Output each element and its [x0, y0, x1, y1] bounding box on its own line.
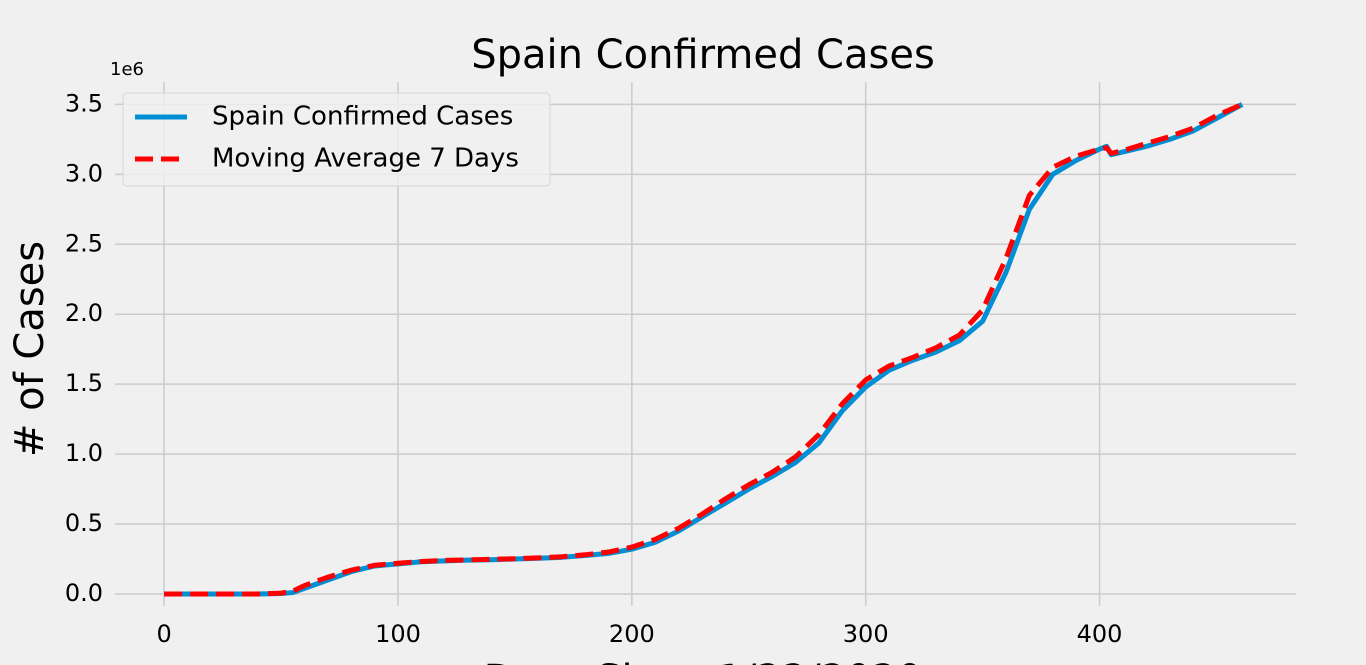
legend: Spain Confirmed Cases Moving Average 7 Da…	[122, 92, 551, 187]
y-tick-label: 0.5	[65, 509, 103, 537]
x-axis-label: Days Since 1/22/2020	[484, 657, 923, 665]
y-tick-label: 2.0	[65, 299, 103, 327]
x-tick-label: 400	[1077, 620, 1123, 648]
chart-title: Spain Confirmed Cases	[471, 32, 935, 78]
x-tick-label: 0	[156, 620, 171, 648]
y-tick-label: 3.0	[65, 159, 103, 187]
y-axis-label: # of Cases	[7, 241, 53, 457]
y-tick-label: 1.5	[65, 369, 103, 397]
legend-box	[122, 92, 551, 187]
y-tick-label: 3.5	[65, 89, 103, 117]
y-tick-label: 2.5	[65, 229, 103, 257]
x-tick-label: 300	[843, 620, 889, 648]
y-offset-label: 1e6	[110, 59, 144, 80]
plot-lines	[164, 102, 1244, 597]
y-tick-label: 0.0	[65, 579, 103, 607]
x-tick-label: 200	[609, 620, 655, 648]
legend-label: Moving Average 7 Days	[212, 144, 519, 174]
x-tick-label: 100	[375, 620, 421, 648]
y-tick-label: 1.0	[65, 439, 103, 467]
legend-label: Spain Confirmed Cases	[212, 102, 513, 132]
series-line	[164, 102, 1244, 597]
